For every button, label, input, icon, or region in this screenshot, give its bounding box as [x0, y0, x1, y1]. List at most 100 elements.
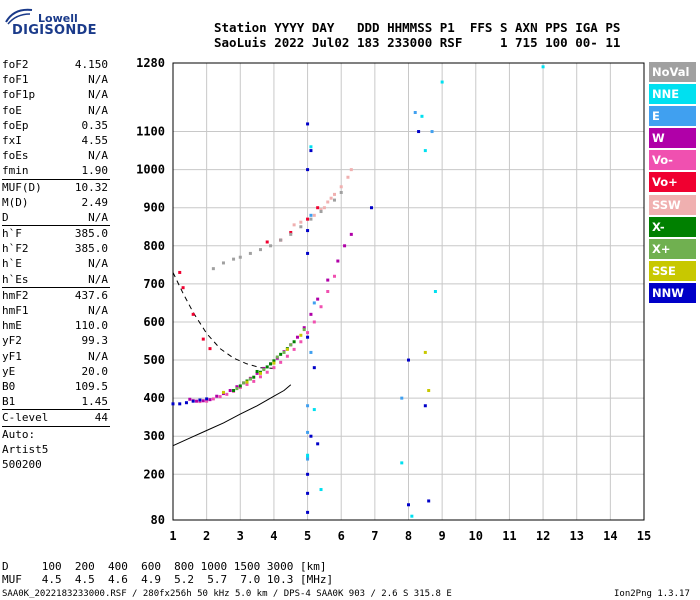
parameter-row: fmin 1.90 — [2, 163, 110, 178]
parameter-value: 1.45 — [81, 395, 109, 409]
y-tick-label: 900 — [143, 201, 165, 215]
data-point-ssw — [346, 175, 350, 179]
data-point-sse — [299, 333, 303, 337]
parameter-name: yF1 — [2, 349, 22, 363]
footer-file-info: SAA0K_2022183233000.RSF / 280fx256h 50 k… — [2, 589, 452, 599]
data-point-w — [349, 232, 353, 236]
data-point-nnw — [306, 491, 310, 495]
data-point-w — [309, 312, 313, 316]
legend-item-e: E — [649, 106, 696, 127]
data-point-nnw — [369, 206, 373, 210]
x-tick-label: 15 — [637, 529, 651, 543]
data-point-nnw — [309, 434, 313, 438]
parameter-row: h`Es N/A — [2, 272, 110, 287]
parameter-row: h`E N/A — [2, 256, 110, 271]
y-tick-label: 600 — [143, 315, 165, 329]
data-point-x — [275, 355, 279, 359]
data-point-vo — [205, 399, 209, 403]
data-point-x — [272, 359, 276, 363]
data-point-ssw — [339, 185, 343, 189]
data-point-nnw — [198, 398, 202, 402]
parameter-row: Artist5 — [2, 442, 110, 457]
data-point-nnw — [309, 149, 313, 153]
legend-item-w: W — [649, 128, 696, 149]
data-point-w — [228, 389, 232, 393]
data-point-w — [316, 297, 320, 301]
x-tick-label: 1 — [169, 529, 176, 543]
data-point-w — [336, 259, 340, 263]
data-point-w — [201, 399, 205, 403]
data-point-x — [302, 328, 306, 332]
parameter-row: h`F 385.0 — [2, 225, 110, 241]
parameter-value: N/A — [88, 304, 108, 317]
data-point-nne — [440, 80, 444, 84]
data-point-w — [215, 394, 219, 398]
parameter-name: yE — [2, 364, 16, 378]
y-tick-label: 1000 — [136, 163, 165, 177]
parameter-value: 385.0 — [74, 242, 108, 256]
parameter-row: hmF2 437.6 — [2, 286, 110, 303]
data-point-sse — [427, 389, 431, 393]
data-point-noval — [332, 198, 336, 202]
parameter-row: B1 1.45 — [2, 394, 110, 409]
y-tick-label: 400 — [143, 391, 165, 405]
data-point-x — [265, 365, 269, 369]
data-point-vo — [306, 331, 310, 335]
data-point-ssw — [319, 208, 323, 212]
parameter-row: C-level 44 — [2, 409, 110, 425]
parameter-name: fxI — [2, 133, 22, 147]
profile-curve-solid — [172, 384, 292, 447]
data-point-vo — [265, 370, 269, 374]
data-point-sse — [245, 380, 249, 384]
parameter-name: M(D) — [2, 195, 29, 209]
data-point-w — [255, 371, 259, 375]
data-point-ssw — [292, 223, 296, 227]
parameter-row: B0 109.5 — [2, 379, 110, 394]
data-point-x — [252, 375, 256, 379]
parameter-value: 99.3 — [81, 334, 109, 348]
parameter-row: foF1p N/A — [2, 87, 110, 102]
data-point-nnw — [417, 130, 421, 134]
data-point-sse — [272, 361, 276, 365]
muf-row: MUF 4.5 4.5 4.6 4.9 5.2 5.7 7.0 10.3 [MH… — [2, 573, 334, 586]
parameter-value: N/A — [88, 88, 108, 102]
data-point-noval — [309, 217, 313, 221]
logo-lowell: Lowell — [38, 12, 78, 25]
y-tick-label: 300 — [143, 429, 165, 443]
data-point-x — [289, 343, 293, 347]
data-point-e — [306, 404, 310, 408]
y-tick-label: 700 — [143, 277, 165, 291]
parameter-value: 10.32 — [74, 180, 108, 194]
data-point-vo — [279, 360, 283, 364]
data-point-vo — [252, 379, 256, 383]
data-point-x — [262, 368, 266, 372]
data-point-vo — [289, 230, 293, 234]
data-point-nnw — [407, 503, 410, 507]
legend-item-x: X+ — [649, 238, 696, 259]
parameter-value: 4.150 — [74, 58, 108, 71]
x-tick-label: 13 — [569, 529, 583, 543]
x-tick-label: 6 — [338, 529, 345, 543]
data-point-w — [188, 397, 192, 401]
data-point-sse — [423, 350, 427, 354]
data-point-ssw — [322, 206, 326, 210]
data-point-vo — [316, 206, 320, 210]
data-point-nnw — [306, 510, 310, 514]
parameter-row: foE N/A — [2, 103, 110, 118]
parameter-value: 109.5 — [74, 379, 108, 393]
y-tick-label: 500 — [143, 353, 165, 367]
y-tick-label: 1100 — [136, 125, 165, 139]
data-point-x — [269, 362, 273, 366]
x-tick-label: 5 — [304, 529, 311, 543]
data-point-nnw — [316, 442, 320, 446]
legend-item-x: X- — [649, 216, 696, 237]
data-point-w — [195, 399, 199, 403]
parameter-name: hmF2 — [2, 288, 29, 302]
distance-row: D 100 200 400 600 800 1000 1500 3000 [km… — [2, 560, 327, 573]
parameter-name: foF1p — [2, 88, 36, 102]
data-point-vo — [211, 397, 215, 401]
profile-curve-dashed — [172, 272, 274, 369]
data-point-nne — [420, 114, 424, 118]
x-tick-label: 11 — [502, 529, 516, 543]
